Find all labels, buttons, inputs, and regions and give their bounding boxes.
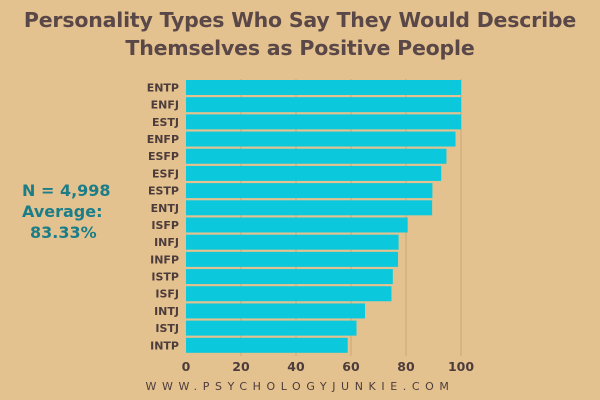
category-label-intp: INTP — [150, 339, 179, 352]
bar-infp — [186, 251, 399, 267]
x-tick-label: 100 — [448, 359, 474, 374]
x-axis-tick-labels: 0 20 40 60 80 100 — [182, 359, 475, 374]
category-label-isfp: ISFP — [151, 219, 179, 232]
bar-enfj — [186, 97, 461, 113]
average-value: 83.33% — [30, 223, 97, 242]
category-label-isfj: ISFJ — [155, 288, 179, 301]
bar-isfp — [186, 217, 408, 233]
category-label-infp: INFP — [150, 253, 179, 266]
bar-isfj — [186, 286, 392, 302]
category-label-estp: ESTP — [148, 185, 179, 198]
category-label-istj: ISTJ — [155, 322, 179, 335]
category-labels: ENTP ENFJ ESTJ ENFP ESFP ESFJ ESTP ENTJ ISFP INFJ… — [147, 81, 179, 352]
x-tick-label: 80 — [397, 359, 415, 374]
x-tick-label: 60 — [342, 359, 360, 374]
sample-size: N = 4,998 — [22, 181, 111, 200]
category-label-enfj: ENFJ — [151, 99, 179, 112]
bar-intj — [186, 303, 366, 319]
chart-title-line-1: Personality Types Who Say They Would Des… — [23, 8, 577, 32]
category-label-enfp: ENFP — [147, 133, 179, 146]
bar-esfp — [186, 148, 447, 164]
category-label-entj: ENTJ — [151, 202, 179, 215]
chart-title: Personality Types Who Say They Would Des… — [0, 6, 600, 62]
bar-infj — [186, 234, 399, 250]
bar-istp — [186, 269, 393, 285]
bar-istj — [186, 320, 357, 336]
average-label: Average: — [22, 202, 103, 221]
category-label-infj: INFJ — [154, 236, 179, 249]
chart-title-line-2: Themselves as Positive People — [125, 36, 475, 60]
category-label-esfp: ESFP — [148, 150, 179, 163]
bar-estj — [186, 114, 461, 130]
bars — [186, 80, 461, 353]
bar-esfj — [186, 165, 442, 181]
category-label-esfj: ESFJ — [152, 167, 179, 180]
bar-intp — [186, 337, 348, 353]
category-label-intj: INTJ — [154, 305, 179, 318]
x-tick-label: 20 — [232, 359, 250, 374]
x-tick-label: 40 — [287, 359, 305, 374]
website-footer: WWW.PSYCHOLOGYJUNKIE.COM — [145, 380, 455, 393]
bar-estp — [186, 183, 433, 199]
category-label-entp: ENTP — [147, 81, 179, 94]
category-label-estj: ESTJ — [152, 116, 179, 129]
bar-entp — [186, 80, 461, 95]
bar-enfp — [186, 131, 456, 147]
x-tick-label: 0 — [182, 359, 191, 374]
stats-annotation: N = 4,998 Average: 83.33% — [22, 180, 132, 243]
category-label-istp: ISTP — [151, 271, 179, 284]
bar-entj — [186, 200, 433, 216]
